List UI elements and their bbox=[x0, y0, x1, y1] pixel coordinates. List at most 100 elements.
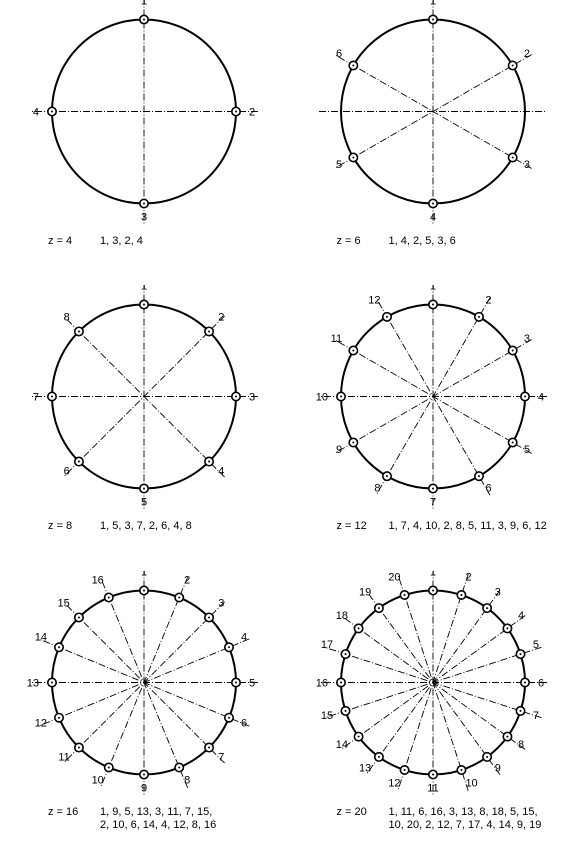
diagram-cell: 1234z = 41, 3, 2, 4 bbox=[0, 0, 289, 285]
point-label: 5 bbox=[336, 159, 342, 171]
z-label: z = 6 bbox=[337, 235, 389, 249]
bolt-point-dot bbox=[460, 594, 462, 596]
bolt-point-dot bbox=[386, 316, 388, 318]
z-label: z = 8 bbox=[48, 520, 100, 534]
point-label: 10 bbox=[92, 774, 104, 786]
point-label: 4 bbox=[538, 392, 544, 404]
point-label: 10 bbox=[316, 392, 328, 404]
sequence-label: 1, 5, 3, 7, 2, 6, 4, 8 bbox=[100, 520, 192, 534]
z-label: z = 12 bbox=[337, 520, 389, 534]
bolt-point-dot bbox=[208, 331, 210, 333]
sequence-line: 1, 3, 2, 4 bbox=[100, 235, 143, 247]
bolt-point-dot bbox=[352, 65, 354, 67]
bolt-point-dot bbox=[432, 304, 434, 306]
bolt-point-dot bbox=[378, 607, 380, 609]
bolt-point-dot bbox=[357, 627, 359, 629]
bolt-point-dot bbox=[357, 735, 359, 737]
sequence-line: 10, 20, 2, 12, 7, 17, 4, 14, 9, 19 bbox=[389, 819, 542, 831]
diagram-cell: 1234567891011121314151617181920z = 201, … bbox=[289, 571, 577, 856]
sequence-line: 2, 10, 6, 14, 4, 12, 8, 16 bbox=[100, 819, 216, 831]
point-label: 2 bbox=[465, 571, 471, 583]
bolt-point-dot bbox=[143, 589, 145, 591]
point-label: 6 bbox=[336, 48, 342, 60]
bolt-point-dot bbox=[352, 350, 354, 352]
diagram-svg-wrap: 12345678910111213141516 bbox=[0, 571, 289, 806]
point-label: 10 bbox=[465, 777, 477, 789]
bolt-point-dot bbox=[511, 157, 513, 159]
point-label: 5 bbox=[141, 497, 147, 509]
bolt-point-dot bbox=[460, 769, 462, 771]
diagram-svg: 1234 bbox=[4, 0, 284, 235]
diagram-svg: 123456789101112 bbox=[293, 285, 573, 520]
z-label: z = 16 bbox=[48, 806, 100, 820]
bolt-point-dot bbox=[78, 331, 80, 333]
point-label: 1 bbox=[430, 285, 436, 293]
bolt-point-dot bbox=[386, 476, 388, 478]
bolt-point-dot bbox=[511, 65, 513, 67]
bolt-point-dot bbox=[51, 396, 53, 398]
diagram-svg: 1234567891011121314151617181920 bbox=[293, 571, 573, 806]
z-label: z = 4 bbox=[48, 235, 100, 249]
bolt-point-dot bbox=[486, 607, 488, 609]
point-label: 8 bbox=[374, 483, 380, 495]
point-label: 4 bbox=[33, 107, 39, 119]
point-label: 11 bbox=[427, 782, 438, 794]
bolt-point-dot bbox=[228, 646, 230, 648]
bolt-point-dot bbox=[51, 111, 53, 113]
sequence-line: 1, 11, 6, 16, 3, 13, 8, 18, 5, 15, bbox=[389, 806, 538, 818]
bolt-point-dot bbox=[78, 616, 80, 618]
bolt-point-dot bbox=[344, 653, 346, 655]
bolt-point-dot bbox=[344, 710, 346, 712]
diagram-cell: 12345678z = 81, 5, 3, 7, 2, 6, 4, 8 bbox=[0, 285, 289, 570]
point-label: 7 bbox=[33, 392, 39, 404]
bolt-point-dot bbox=[403, 769, 405, 771]
point-label: 12 bbox=[368, 295, 380, 307]
point-label: 2 bbox=[485, 295, 491, 307]
point-label: 7 bbox=[533, 710, 539, 722]
bolt-point-dot bbox=[403, 594, 405, 596]
sequence-line: 1, 7, 4, 10, 2, 8, 5, 11, 3, 9, 6, 12 bbox=[389, 520, 547, 532]
point-label: 9 bbox=[336, 444, 342, 456]
bolt-point-dot bbox=[340, 681, 342, 683]
bolt-point-dot bbox=[432, 19, 434, 21]
bolt-point-dot bbox=[235, 396, 237, 398]
bolt-point-dot bbox=[506, 627, 508, 629]
bolt-point-dot bbox=[235, 111, 237, 113]
bolt-point-dot bbox=[143, 203, 145, 205]
diagram-cell: 123456z = 61, 4, 2, 5, 3, 6 bbox=[289, 0, 577, 285]
point-label: 14 bbox=[35, 631, 47, 643]
point-label: 4 bbox=[430, 212, 436, 224]
bolt-point-dot bbox=[524, 396, 526, 398]
point-label: 1 bbox=[141, 285, 147, 293]
bolt-point-dot bbox=[524, 681, 526, 683]
point-label: 6 bbox=[241, 717, 247, 729]
diagram-svg: 123456 bbox=[293, 0, 573, 235]
point-label: 3 bbox=[218, 597, 224, 609]
bolt-point-dot bbox=[478, 476, 480, 478]
point-label: 3 bbox=[524, 159, 530, 171]
diagram-svg-wrap: 12345678 bbox=[0, 285, 289, 520]
bolt-point-dot bbox=[108, 766, 110, 768]
point-label: 3 bbox=[141, 212, 147, 224]
bolt-point-dot bbox=[511, 442, 513, 444]
bolt-point-dot bbox=[78, 461, 80, 463]
page: 1234z = 41, 3, 2, 4123456z = 61, 4, 2, 5… bbox=[0, 0, 577, 856]
bolt-point-dot bbox=[58, 646, 60, 648]
point-label: 2 bbox=[184, 574, 190, 586]
diagram-cell: 12345678910111213141516z = 161, 9, 5, 13… bbox=[0, 571, 289, 856]
bolt-point-dot bbox=[58, 716, 60, 718]
bolt-point-dot bbox=[511, 350, 513, 352]
sequence-line: 1, 4, 2, 5, 3, 6 bbox=[389, 235, 456, 247]
point-label: 2 bbox=[218, 312, 224, 324]
bolt-point-dot bbox=[143, 19, 145, 21]
bolt-point-dot bbox=[208, 746, 210, 748]
diagram-svg-wrap: 1234 bbox=[0, 0, 289, 235]
sequence-label: 1, 3, 2, 4 bbox=[100, 235, 143, 249]
bolt-point-dot bbox=[486, 756, 488, 758]
diagram-svg-wrap: 1234567891011121314151617181920 bbox=[289, 571, 577, 806]
point-label: 7 bbox=[430, 497, 436, 509]
point-label: 1 bbox=[141, 571, 147, 579]
point-label: 11 bbox=[330, 333, 341, 345]
point-label: 19 bbox=[359, 586, 371, 598]
point-label: 8 bbox=[64, 312, 70, 324]
